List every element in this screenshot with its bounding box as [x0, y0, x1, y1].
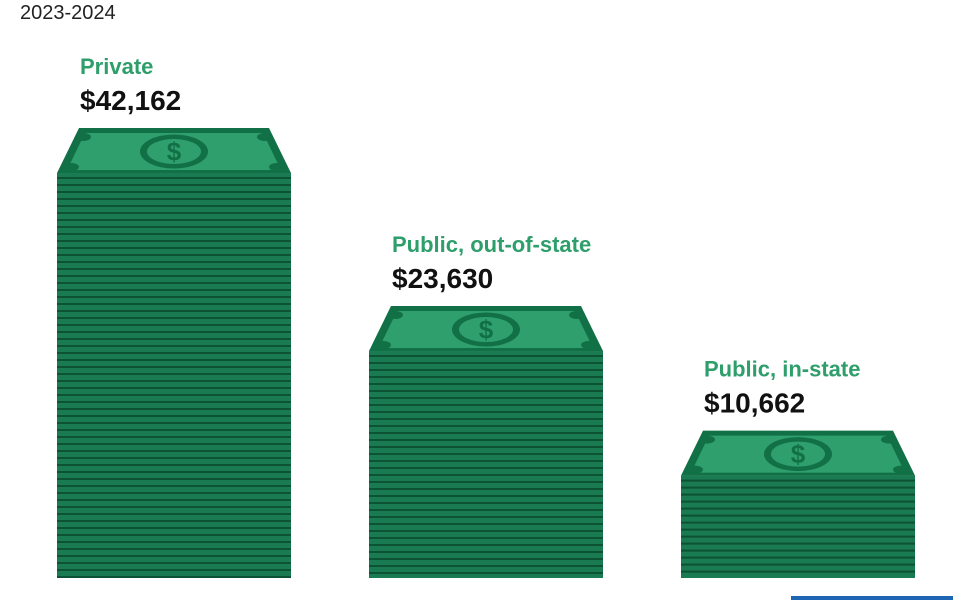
value-label: $42,162	[80, 85, 181, 116]
category-label: Private	[80, 54, 153, 79]
bill-seal-inner	[459, 317, 513, 343]
bill-corner-mark	[893, 465, 909, 474]
bill-corner-mark	[581, 341, 597, 350]
bill-corner-mark	[387, 311, 403, 320]
money-stack-2: $ Public, out-of-state $23,630	[369, 232, 603, 578]
corner-tab	[791, 596, 953, 600]
bill-corner-mark	[881, 435, 897, 444]
money-stack-1: $ Private $42,162	[57, 54, 291, 578]
bill-corner-mark	[569, 311, 585, 320]
bill-corner-mark	[375, 341, 391, 350]
bill-seal-inner	[147, 139, 201, 164]
money-stack-3: $ Public, in-state $10,662	[681, 357, 915, 578]
dollar-sign-icon: $	[167, 137, 182, 167]
category-label: Public, out-of-state	[392, 232, 591, 257]
value-label: $23,630	[392, 263, 493, 294]
bill-corner-mark	[63, 163, 79, 171]
chart-subtitle: 2023-2024	[20, 2, 116, 24]
bill-seal-inner	[771, 441, 825, 467]
value-label: $10,662	[704, 388, 805, 419]
dollar-sign-icon: $	[791, 439, 806, 469]
bill-corner-mark	[699, 435, 715, 444]
category-label: Public, in-state	[704, 357, 860, 382]
stack-body	[369, 351, 603, 578]
dollar-sign-icon: $	[479, 315, 494, 345]
bill-corner-mark	[687, 465, 703, 474]
bill-corner-mark	[269, 163, 285, 171]
bill-corner-mark	[257, 133, 273, 141]
stack-body	[681, 475, 915, 578]
bill-corner-mark	[75, 133, 91, 141]
